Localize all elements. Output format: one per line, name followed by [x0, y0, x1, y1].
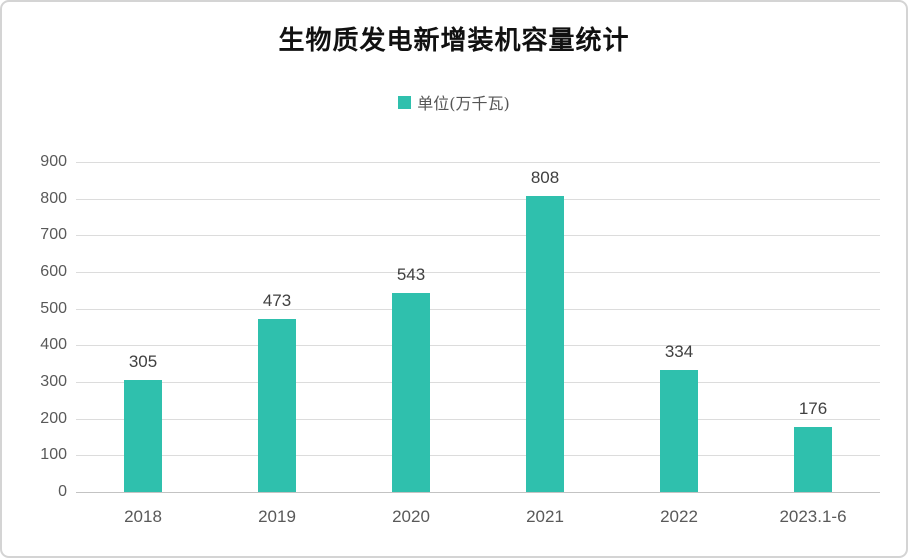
y-axis-tick-label: 400 — [40, 336, 67, 354]
x-axis-tick-label: 2018 — [124, 507, 162, 526]
legend: 单位(万千瓦) — [2, 90, 906, 114]
x-axis-baseline — [76, 492, 880, 493]
bar-2018 — [124, 380, 162, 492]
gridline — [76, 308, 880, 310]
gridline — [76, 272, 880, 273]
y-axis-tick-label: 500 — [40, 299, 67, 317]
gridline — [76, 198, 880, 200]
bar-2019 — [258, 318, 296, 492]
gridline — [76, 162, 880, 163]
y-axis-tick-label: 0 — [58, 483, 67, 500]
y-axis-tick-label: 100 — [40, 446, 67, 464]
y-axis-tick-label: 200 — [40, 409, 67, 427]
y-axis-tick-label: 800 — [40, 189, 67, 207]
y-axis-tick-label: 900 — [40, 153, 67, 170]
gridline — [76, 418, 880, 420]
x-axis-tick-label: 2022 — [660, 507, 698, 526]
bar-value-label: 305 — [128, 352, 158, 372]
legend-marker-swatch — [398, 95, 412, 109]
x-axis-tick-label: 2020 — [392, 507, 430, 526]
legend-label: 单位(万千瓦) — [417, 94, 510, 113]
y-axis-tick-label: 700 — [40, 226, 67, 244]
bar-value-label: 808 — [530, 167, 560, 187]
x-axis-tick-label: 2021 — [526, 507, 564, 526]
gridline — [76, 382, 880, 383]
x-axis-tick-label: 2019 — [258, 507, 296, 526]
gridline — [76, 235, 880, 237]
gridline — [76, 345, 880, 347]
bar-value-label: 176 — [798, 399, 828, 419]
y-axis-tick-label: 600 — [40, 263, 67, 280]
bar-value-label: 473 — [262, 290, 292, 310]
x-axis-tick-label: 2023.1-6 — [779, 507, 847, 526]
y-axis-tick-label: 300 — [40, 373, 67, 390]
bar-value-label: 334 — [664, 341, 694, 361]
bar-2021 — [526, 195, 564, 492]
bar-2020 — [392, 292, 430, 492]
bar-value-label: 543 — [396, 264, 426, 284]
gridline — [76, 455, 880, 457]
bar-2022 — [660, 369, 698, 492]
bar-2023.1-6 — [794, 427, 832, 492]
chart-title: 生物质发电新增装机容量统计 — [278, 26, 630, 56]
